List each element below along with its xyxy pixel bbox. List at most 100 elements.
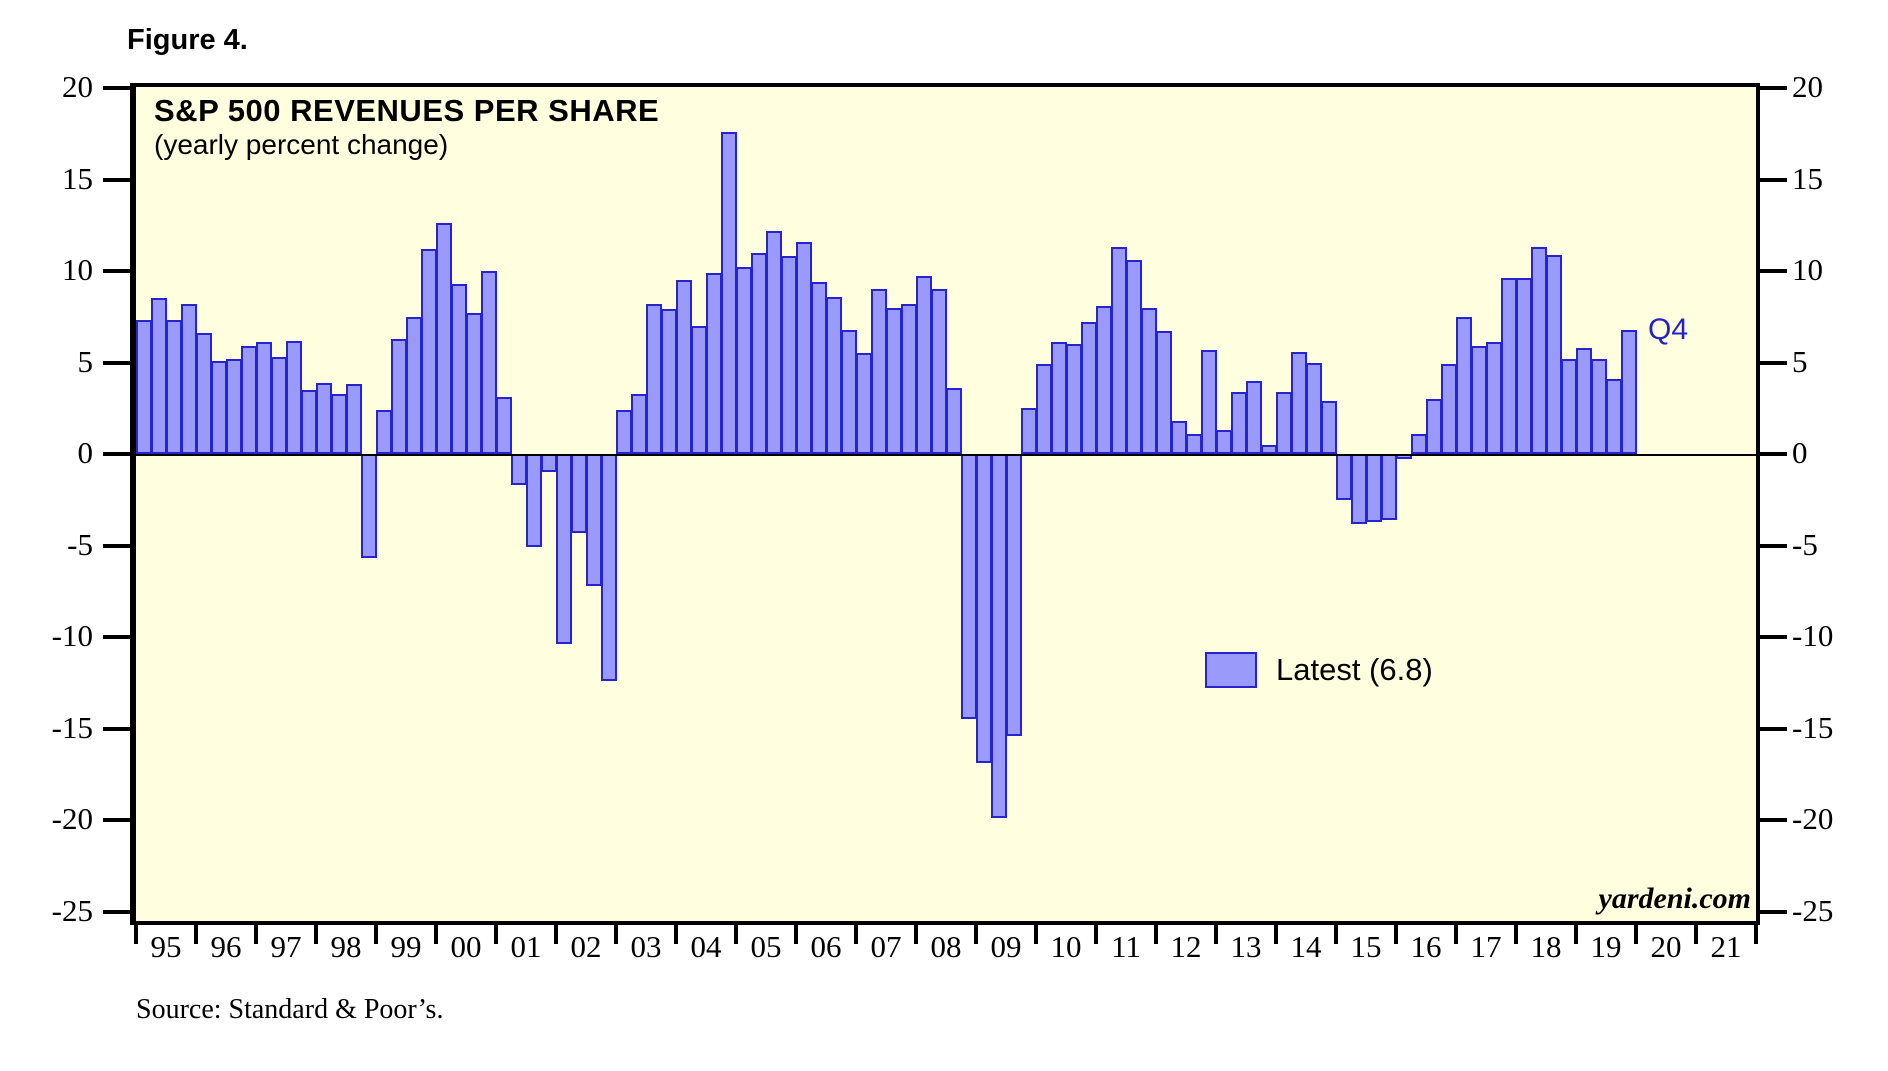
zero-axis-line [136, 454, 1756, 456]
y-label-right--15: -15 [1792, 709, 1834, 745]
y-label-left-15: 15 [62, 160, 93, 196]
bar-1996Q2 [211, 360, 227, 454]
x-label-08: 08 [930, 929, 962, 964]
y-label-right--20: -20 [1792, 801, 1834, 836]
y-label-left--10: -10 [51, 618, 93, 653]
y-tick-left--25 [103, 909, 130, 914]
bar-2001Q1 [496, 397, 512, 454]
y-label-right-5: 5 [1792, 343, 1808, 379]
bar-2004Q1 [676, 280, 692, 454]
x-tick-18 [1214, 921, 1218, 944]
y-tick-right-20 [1760, 86, 1787, 90]
bar-2009Q3 [1006, 454, 1022, 736]
bar-2014Q2 [1291, 351, 1307, 454]
x-tick-13 [914, 921, 918, 944]
plot-area: S&P 500 REVENUES PER SHARE (yearly perce… [130, 83, 1760, 925]
bar-2018Q2 [1531, 247, 1547, 454]
y-label-left--20: -20 [51, 801, 93, 836]
x-label-06: 06 [810, 929, 842, 964]
bar-1998Q1 [316, 382, 332, 454]
bar-2003Q2 [631, 393, 647, 454]
x-tick-12 [854, 921, 858, 944]
x-label-03: 03 [630, 929, 662, 964]
bar-2003Q1 [616, 410, 632, 454]
y-label-left-20: 20 [62, 69, 93, 104]
bar-2014Q4 [1321, 400, 1337, 454]
y-tick-left-10 [103, 269, 130, 273]
x-tick-11 [794, 921, 798, 944]
bar-2010Q4 [1081, 322, 1097, 454]
chart-title: S&P 500 REVENUES PER SHARE [154, 93, 660, 128]
bar-2007Q4 [901, 303, 917, 454]
x-tick-8 [614, 921, 618, 944]
x-label-05: 05 [750, 929, 782, 964]
bar-2018Q1 [1516, 278, 1532, 454]
bar-2016Q3 [1426, 399, 1442, 454]
x-label-18: 18 [1530, 929, 1562, 964]
latest-bar-annotation: Q4 [1648, 312, 1689, 346]
x-tick-26 [1694, 921, 1698, 944]
x-tick-10 [734, 921, 738, 944]
bar-2018Q3 [1546, 254, 1562, 454]
x-label-13: 13 [1230, 929, 1262, 964]
x-tick-24 [1574, 921, 1578, 944]
bar-2005Q1 [736, 267, 752, 454]
bar-2010Q2 [1051, 342, 1067, 454]
x-tick-25 [1634, 921, 1638, 944]
x-tick-7 [554, 921, 558, 944]
y-tick-left-0 [103, 452, 130, 456]
legend: Latest (6.8) [1205, 652, 1433, 688]
bar-2008Q4 [961, 454, 977, 720]
bar-1996Q1 [196, 333, 212, 454]
bar-1997Q1 [256, 342, 272, 454]
x-label-19: 19 [1590, 929, 1622, 964]
bar-2009Q1 [976, 454, 992, 764]
y-label-left--15: -15 [51, 709, 93, 745]
bar-1997Q4 [301, 389, 317, 454]
bar-2004Q2 [691, 325, 707, 454]
y-tick-left--20 [103, 818, 130, 822]
y-label-left-5: 5 [77, 343, 94, 379]
bar-2006Q3 [826, 296, 842, 454]
x-tick-1 [194, 921, 198, 944]
y-label-right--5: -5 [1792, 526, 1818, 562]
y-label-right--25: -25 [1792, 892, 1834, 928]
bar-2014Q1 [1276, 391, 1292, 454]
y-label-left--5: -5 [67, 526, 93, 562]
x-label-00: 00 [450, 929, 482, 964]
y-label-right-0: 0 [1792, 435, 1808, 470]
x-tick-3 [314, 921, 318, 944]
y-label-right-20: 20 [1792, 69, 1823, 104]
bar-2007Q1 [856, 353, 872, 454]
x-label-21: 21 [1710, 929, 1742, 964]
y-label-left--25: -25 [51, 892, 93, 928]
bar-2011Q1 [1096, 305, 1112, 454]
bar-2005Q3 [766, 230, 782, 454]
x-label-96: 96 [210, 929, 242, 964]
bar-2003Q4 [661, 309, 677, 454]
bar-2019Q3 [1606, 378, 1622, 454]
bar-2017Q3 [1486, 342, 1502, 454]
bar-2019Q2 [1591, 358, 1607, 454]
bar-2011Q2 [1111, 247, 1127, 454]
x-label-11: 11 [1111, 929, 1141, 964]
y-tick-right--5 [1760, 543, 1787, 548]
bar-2000Q4 [481, 271, 497, 454]
y-tick-left-20 [103, 86, 130, 90]
bar-2000Q1 [436, 223, 452, 454]
x-tick-21 [1394, 921, 1398, 944]
legend-swatch [1205, 652, 1257, 688]
bar-2010Q3 [1066, 344, 1082, 454]
bar-2008Q2 [931, 289, 947, 454]
y-tick-right-5 [1760, 360, 1787, 365]
x-label-97: 97 [270, 929, 302, 964]
bar-2017Q4 [1501, 278, 1517, 454]
bar-1996Q3 [226, 358, 242, 454]
bar-2005Q4 [781, 256, 797, 454]
y-tick-left--15 [103, 726, 130, 731]
bar-2019Q4 [1621, 329, 1637, 454]
x-label-14: 14 [1290, 929, 1322, 964]
bar-2001Q3 [526, 454, 542, 548]
y-tick-right--25 [1760, 909, 1787, 914]
figure-label: Figure 4. [127, 24, 248, 56]
